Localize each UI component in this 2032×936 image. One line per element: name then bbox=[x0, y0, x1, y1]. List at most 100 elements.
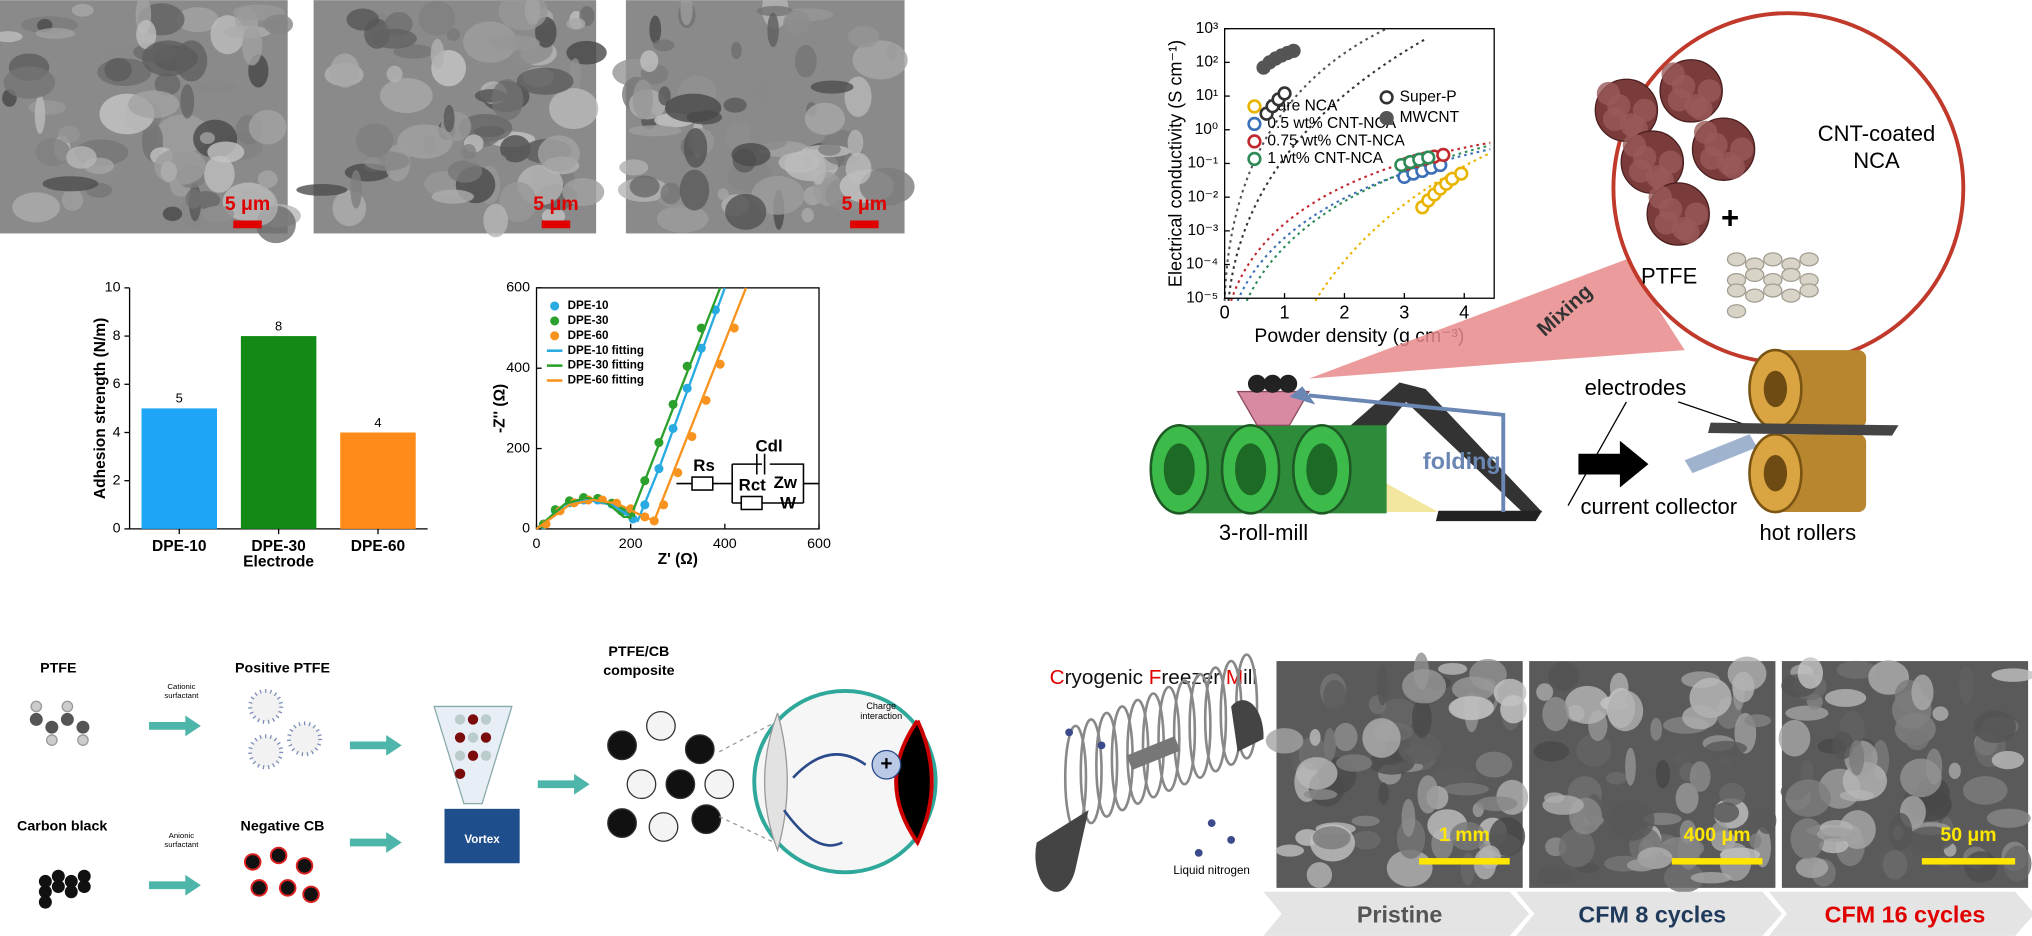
flow-arrow bbox=[537, 773, 590, 795]
micrograph-grain bbox=[346, 8, 380, 31]
legend-label: MWCNT bbox=[1400, 109, 1460, 126]
legend-swatch bbox=[550, 316, 560, 326]
micrograph-grain bbox=[1417, 775, 1439, 814]
composite-ptfe bbox=[648, 812, 679, 842]
micrograph-grain bbox=[679, 169, 710, 211]
plot-frame bbox=[535, 287, 820, 530]
rolled-sheet bbox=[1708, 422, 1899, 436]
carbon-particle bbox=[77, 880, 91, 894]
micrograph-grain bbox=[431, 189, 474, 204]
micrograph-grain bbox=[1533, 741, 1570, 762]
micrograph-grain bbox=[804, 102, 846, 135]
micrograph-grain bbox=[1536, 683, 1554, 701]
micrograph-grain bbox=[1911, 674, 1934, 711]
negative-cb bbox=[250, 879, 268, 897]
micrograph-grain bbox=[844, 76, 872, 118]
cation bbox=[871, 749, 902, 780]
nitrogen bbox=[1194, 849, 1203, 857]
micrograph-grain bbox=[1536, 867, 1574, 885]
schematic-label: Carbon black bbox=[17, 819, 107, 835]
mill-coil bbox=[1203, 666, 1228, 773]
micrograph-grain bbox=[753, 79, 772, 106]
fit-line bbox=[535, 287, 722, 530]
micrograph-grain bbox=[1907, 826, 1954, 852]
micrograph-grain bbox=[1675, 782, 1699, 814]
powder-ball bbox=[1263, 374, 1282, 393]
scale-bar-label: 50 μm bbox=[1940, 824, 1996, 846]
micrograph-grain bbox=[176, 7, 219, 33]
micrograph-grain bbox=[154, 73, 181, 96]
scale-bar-label: 1 mm bbox=[1439, 824, 1490, 846]
cnt-bump bbox=[1693, 120, 1718, 145]
micrograph-grain bbox=[1962, 776, 2008, 805]
micrograph-grain bbox=[474, 125, 506, 138]
y-tick-label: 6 bbox=[113, 376, 121, 392]
carbon-atom bbox=[76, 720, 90, 734]
micrograph-grain bbox=[12, 192, 60, 223]
micrograph-grain bbox=[1749, 833, 1762, 849]
micrograph-grain bbox=[1296, 757, 1338, 790]
micrograph-grain bbox=[162, 206, 183, 222]
mill-coil bbox=[1079, 718, 1103, 825]
micrograph-grain bbox=[257, 170, 278, 189]
stage-label: CFM 16 cycles bbox=[1825, 902, 1986, 928]
stage-label: Pristine bbox=[1357, 902, 1443, 928]
flow-arrow bbox=[149, 715, 201, 737]
positive-ptfe bbox=[248, 734, 284, 770]
micrograph-grain bbox=[1710, 821, 1730, 850]
legend-label: 0.75 wt% CNT-NCA bbox=[1267, 133, 1405, 150]
micrograph-grain bbox=[136, 19, 157, 50]
negative-cb bbox=[295, 857, 314, 875]
cfm-title-part: reezer bbox=[1161, 667, 1225, 690]
flow-arrow bbox=[349, 734, 402, 756]
micrograph-grain bbox=[1608, 799, 1655, 841]
micrograph-grain bbox=[549, 88, 599, 130]
carbon-atom bbox=[29, 712, 43, 726]
micrograph-grain bbox=[1785, 779, 1831, 817]
scale-bar bbox=[541, 220, 571, 229]
ptfe-particle bbox=[1726, 304, 1747, 319]
x-tick-label: 0 bbox=[533, 536, 541, 552]
micrograph-grain bbox=[201, 205, 235, 222]
arrow-head bbox=[1289, 386, 1316, 405]
mill-cap bbox=[1035, 810, 1089, 892]
micrograph-grain bbox=[356, 123, 394, 158]
composite-ptfe bbox=[704, 769, 735, 800]
diagram-label: NCA bbox=[1853, 148, 1900, 173]
micrograph-grain bbox=[756, 5, 794, 17]
circuit-wire bbox=[676, 453, 820, 504]
y-tick-label: 4 bbox=[113, 424, 121, 440]
carbon-particle bbox=[77, 869, 91, 883]
carbon-particle bbox=[51, 880, 65, 894]
bar bbox=[141, 408, 218, 529]
micrograph-grain bbox=[71, 3, 94, 17]
y-tick-label: 10⁻⁴ bbox=[1186, 256, 1218, 273]
tube-particle bbox=[454, 714, 466, 725]
roller-hub bbox=[1235, 443, 1267, 496]
data-point bbox=[1421, 150, 1436, 165]
micrograph-grain bbox=[1606, 771, 1627, 785]
surfactant-chain bbox=[782, 809, 843, 847]
micrograph-grain bbox=[1323, 728, 1337, 762]
micrograph-grain bbox=[1689, 761, 1711, 792]
y-tick-label: 10⁻¹ bbox=[1187, 155, 1218, 172]
micrograph-grain bbox=[371, 28, 417, 49]
y-axis-label: Electrical conductivity (S cm⁻¹) bbox=[1165, 40, 1185, 287]
y-tick-label: 10² bbox=[1196, 53, 1218, 70]
micrograph-grain bbox=[1778, 719, 1811, 757]
micrograph-grain bbox=[1449, 821, 1486, 851]
x-tick-label: 600 bbox=[807, 536, 831, 552]
process-arrow bbox=[1578, 440, 1649, 488]
micrograph-grain bbox=[778, 152, 821, 173]
collector-rod bbox=[1684, 434, 1758, 474]
micrograph-grain bbox=[1558, 828, 1595, 868]
cnt-bump bbox=[1645, 164, 1670, 189]
micrograph-grain bbox=[1797, 657, 1824, 689]
micrograph-grain bbox=[1476, 796, 1518, 812]
micrograph-grain bbox=[748, 124, 790, 151]
micrograph-grain bbox=[1336, 754, 1373, 772]
carbon-particle bbox=[64, 874, 78, 888]
ptfe-particle bbox=[1799, 252, 1819, 267]
micrograph-grain bbox=[1542, 795, 1584, 815]
